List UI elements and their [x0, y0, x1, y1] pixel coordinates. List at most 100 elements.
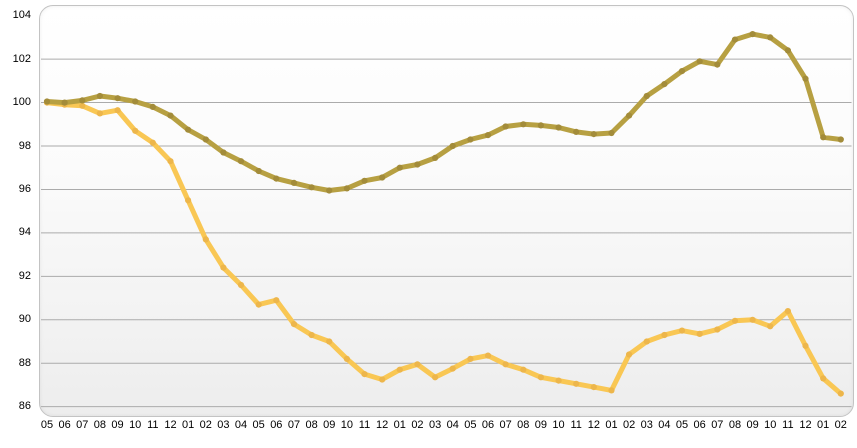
lower-light-yellow-line-marker: [696, 330, 703, 337]
lower-light-yellow-line-marker: [237, 281, 245, 289]
upper-dark-khaki-line-marker: [220, 149, 227, 156]
lower-light-yellow-line-marker: [308, 331, 315, 339]
upper-dark-khaki-line-marker: [643, 92, 650, 100]
x-axis-label: 12: [587, 419, 600, 431]
lower-light-yellow-line-marker: [414, 361, 421, 368]
x-axis-label: 01: [817, 419, 830, 431]
lower-light-yellow-line-marker: [626, 351, 633, 358]
lower-light-yellow-line-marker: [555, 377, 562, 384]
x-axis-label: 08: [305, 419, 318, 431]
x-axis-label: 01: [393, 419, 406, 431]
x-axis-label: 07: [76, 419, 89, 431]
lower-light-yellow-line-marker: [149, 139, 156, 146]
lower-light-yellow-line-marker: [502, 361, 509, 368]
y-axis-label-102: 102: [12, 52, 31, 65]
upper-dark-khaki-line-marker: [820, 134, 827, 141]
upper-dark-khaki-line-marker: [432, 154, 439, 161]
y-axis-label-92: 92: [18, 269, 31, 282]
upper-dark-khaki-line-marker: [290, 179, 298, 186]
lower-light-yellow-line-marker: [820, 375, 827, 382]
upper-dark-khaki-line-marker: [678, 68, 686, 75]
upper-dark-khaki-line-marker: [343, 185, 350, 192]
upper-dark-khaki-line-marker: [537, 122, 545, 129]
upper-dark-khaki-line-marker: [714, 61, 721, 68]
lower-light-yellow-line-marker: [273, 297, 280, 304]
upper-dark-khaki-line-marker: [237, 158, 245, 165]
y-axis-label-100: 100: [12, 96, 31, 109]
lower-light-yellow-line-marker: [678, 327, 686, 334]
x-axis-label: 12: [799, 419, 812, 431]
upper-dark-khaki-line-marker: [502, 123, 509, 130]
upper-dark-khaki-line-marker: [149, 103, 156, 110]
lower-light-yellow-line-marker: [449, 365, 456, 372]
lower-light-yellow-line-marker: [132, 127, 139, 134]
x-axis-label: 11: [782, 419, 794, 431]
lower-light-yellow-line-marker: [167, 158, 174, 165]
upper-dark-khaki-line-marker: [467, 136, 474, 143]
lower-light-yellow-line-marker: [484, 352, 492, 359]
y-axis-label-88: 88: [18, 356, 31, 369]
x-axis-label: 10: [764, 419, 777, 431]
lower-light-yellow-line-marker: [343, 355, 350, 362]
lower-light-yellow-line-marker: [96, 110, 103, 117]
y-axis-label-104: 104: [12, 9, 31, 22]
upper-dark-khaki-line-marker: [326, 187, 333, 194]
x-axis-label: 03: [217, 419, 230, 431]
y-axis-label-86: 86: [18, 400, 31, 413]
x-axis-label: 08: [93, 419, 107, 431]
x-axis-label: 05: [675, 419, 689, 431]
upper-dark-khaki-line-marker: [61, 99, 68, 106]
y-axis-label-96: 96: [18, 182, 31, 195]
lower-light-yellow-line-marker: [520, 366, 527, 373]
lower-light-yellow-line-marker: [326, 338, 333, 345]
upper-dark-khaki-line-marker: [185, 126, 192, 133]
x-axis-label: 12: [164, 419, 177, 431]
x-axis-label: 12: [376, 419, 389, 431]
lower-light-yellow-line-marker: [608, 387, 615, 394]
x-axis-label: 09: [746, 419, 759, 431]
lower-light-yellow-line-marker: [185, 197, 192, 204]
upper-dark-khaki-line-marker: [661, 81, 668, 88]
lower-light-yellow-line-marker: [467, 355, 474, 362]
lower-light-yellow-line-marker: [590, 384, 597, 391]
x-axis-label: 06: [58, 419, 71, 431]
lower-light-yellow-line-marker: [661, 331, 668, 339]
x-axis-label: 11: [147, 419, 159, 431]
lower-light-yellow-line-marker: [290, 321, 298, 328]
lower-light-yellow-line-marker: [643, 338, 650, 345]
x-axis-label: 06: [481, 419, 495, 431]
upper-dark-khaki-line-marker: [96, 92, 103, 100]
lower-light-yellow-line-marker: [202, 236, 209, 243]
x-axis-label: 11: [358, 419, 371, 431]
lower-light-yellow-line-marker: [537, 374, 545, 381]
lower-light-yellow-line-marker: [220, 264, 227, 271]
x-axis-label: 10: [129, 419, 142, 431]
y-axis-label-90: 90: [18, 313, 31, 326]
upper-dark-khaki-line-marker: [43, 98, 51, 105]
lower-light-yellow-line-marker: [573, 380, 580, 387]
upper-dark-khaki-line-marker: [255, 167, 262, 175]
x-axis-label: 02: [199, 419, 212, 431]
upper-dark-khaki-line-marker: [379, 174, 386, 181]
x-axis-label: 05: [252, 419, 265, 431]
x-axis-label: 02: [411, 419, 424, 431]
x-axis-label: 06: [693, 419, 706, 431]
x-axis-label: 04: [234, 419, 248, 431]
upper-dark-khaki-line-marker: [167, 112, 174, 119]
upper-dark-khaki-line-marker: [308, 184, 315, 191]
x-axis-label: 02: [622, 419, 636, 431]
upper-dark-khaki-line-marker: [626, 112, 633, 119]
x-axis-label: 08: [728, 419, 742, 431]
x-axis-label: 10: [340, 419, 353, 431]
x-axis-label: 09: [111, 419, 124, 431]
x-axis-label: 05: [464, 419, 477, 431]
x-axis-label: 11: [570, 419, 582, 431]
lower-light-yellow-line-marker: [114, 107, 121, 114]
chart-panel: [39, 5, 854, 417]
x-axis-label: 05: [40, 419, 54, 431]
x-axis-label: 03: [640, 419, 653, 431]
x-axis-label: 06: [270, 419, 283, 431]
upper-dark-khaki-line-marker: [837, 136, 844, 143]
lower-light-yellow-line: [44, 100, 844, 397]
